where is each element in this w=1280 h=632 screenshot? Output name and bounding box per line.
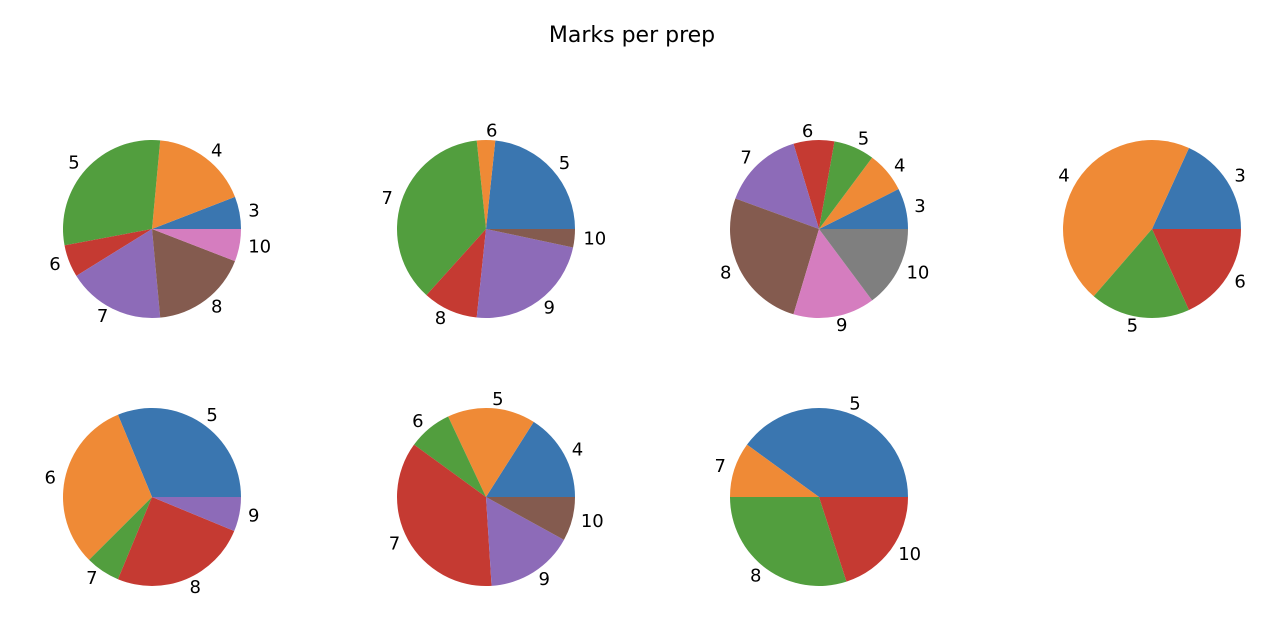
- pie-4-wedge-5: [1093, 229, 1189, 318]
- pie-7-wedge-8: [730, 497, 847, 587]
- pie-3-wedge-7: [735, 143, 819, 229]
- pie-6-wedge-7: [396, 444, 492, 587]
- pie-6-label-4: 4: [572, 439, 583, 460]
- pie-1-label-8: 8: [211, 297, 222, 318]
- pie-5-label-6: 6: [45, 467, 56, 488]
- pie-3-wedge-6: [793, 139, 835, 229]
- pie-1-wedge-8: [152, 229, 235, 318]
- pie-3-label-7: 7: [740, 147, 751, 168]
- pie-6-wedge-10: [486, 497, 575, 540]
- pie-3-label-8: 8: [720, 262, 731, 283]
- pie-6-label-9: 9: [538, 569, 549, 590]
- pie-5-wedge-9: [152, 497, 241, 532]
- pie-3-label-3: 3: [914, 196, 925, 217]
- pie-4-label-3: 3: [1234, 166, 1245, 187]
- pie-1-wedge-4: [152, 140, 235, 229]
- pie-2-wedge-6: [476, 140, 496, 229]
- pie-3-wedge-4: [819, 157, 899, 229]
- pie-5-label-8: 8: [189, 577, 200, 598]
- pie-3-wedge-3: [819, 189, 908, 229]
- pie-4-label-4: 4: [1058, 166, 1069, 187]
- pie-1-label-6: 6: [49, 254, 60, 275]
- pie-3-label-9: 9: [836, 315, 847, 336]
- pie-7-label-10: 10: [898, 544, 921, 565]
- pie-3-label-6: 6: [802, 121, 813, 142]
- pie-4-wedge-6: [1152, 229, 1241, 310]
- pie-5-wedge-5: [117, 408, 241, 497]
- pie-2-wedge-7: [397, 140, 486, 296]
- pie-7: 5 7 8 10: [714, 393, 921, 586]
- pie-7-label-5: 5: [849, 393, 860, 414]
- pie-5: 5 6 7 8 9: [45, 405, 260, 598]
- pie-4: 3 4 5 6: [1058, 140, 1246, 336]
- pie-1-label-4: 4: [211, 140, 222, 161]
- pie-3-label-4: 4: [894, 156, 905, 177]
- pie-6-label-6: 6: [412, 411, 423, 432]
- pie-1-label-3: 3: [248, 201, 259, 222]
- pie-5-wedge-7: [89, 497, 152, 580]
- pie-1-label-5: 5: [68, 153, 79, 174]
- pie-6-wedge-4: [486, 421, 575, 497]
- pie-6-label-10: 10: [581, 511, 604, 532]
- pie-5-label-5: 5: [206, 405, 217, 426]
- pie-1-wedge-6: [64, 229, 152, 276]
- pie-2-wedge-10: [486, 229, 575, 248]
- pie-2-wedge-9: [476, 229, 574, 318]
- pie-2-label-9: 9: [544, 298, 555, 319]
- pie-2-label-8: 8: [435, 308, 446, 329]
- pie-3-wedge-8: [729, 198, 819, 315]
- pie-3-wedge-9: [793, 229, 873, 319]
- pie-6-wedge-5: [448, 408, 534, 497]
- pie-6-wedge-9: [486, 497, 564, 586]
- pie-2-label-7: 7: [381, 188, 392, 209]
- pie-1-wedge-10: [152, 229, 241, 262]
- pie-7-label-7: 7: [714, 456, 725, 477]
- pie-1-wedge-3: [152, 196, 241, 229]
- pie-3-wedge-5: [819, 141, 873, 229]
- pie-4-wedge-4: [1063, 140, 1189, 297]
- pie-6-label-7: 7: [389, 534, 400, 555]
- pie-5-wedge-8: [117, 497, 235, 586]
- pie-5-wedge-6: [63, 414, 152, 560]
- pie-3-wedge-10: [819, 229, 908, 301]
- pie-3: 34 5 6 7 8 9 10: [720, 121, 929, 336]
- pie-4-label-6: 6: [1234, 271, 1245, 292]
- pie-6-label-5: 5: [492, 389, 503, 410]
- pie-1-label-7: 7: [97, 306, 108, 327]
- pie-4-wedge-3: [1152, 148, 1241, 229]
- pie-5-label-9: 9: [248, 506, 259, 527]
- pie-3-label-5: 5: [858, 129, 869, 150]
- pie-6: 4 5 6 7 9 10: [389, 389, 604, 590]
- pie-7-wedge-7: [730, 444, 819, 497]
- pie-7-label-8: 8: [750, 566, 761, 587]
- pie-3-label-10: 10: [906, 262, 929, 283]
- pie-2-wedge-5: [486, 140, 575, 229]
- pie-2-label-5: 5: [559, 153, 570, 174]
- pie-7-wedge-10: [819, 497, 908, 582]
- pie-6-wedge-6: [413, 416, 486, 497]
- pie-2-wedge-8: [426, 229, 486, 318]
- pie-1-wedge-7: [76, 229, 161, 318]
- pie-2-label-10: 10: [583, 229, 606, 250]
- pie-1-label-10: 10: [248, 236, 271, 257]
- pie-2-label-6: 6: [486, 121, 497, 142]
- pie-7-wedge-5: [746, 407, 908, 497]
- pie-5-label-7: 7: [86, 568, 97, 589]
- pie-1: 3 4 5 6 7 8 10: [49, 140, 271, 327]
- pie-4-label-5: 5: [1127, 315, 1138, 336]
- chart-title: Marks per prep: [549, 23, 715, 48]
- pie-1-wedge-5: [63, 140, 161, 246]
- pie-2: 5 6 7 8 9 10: [381, 121, 606, 329]
